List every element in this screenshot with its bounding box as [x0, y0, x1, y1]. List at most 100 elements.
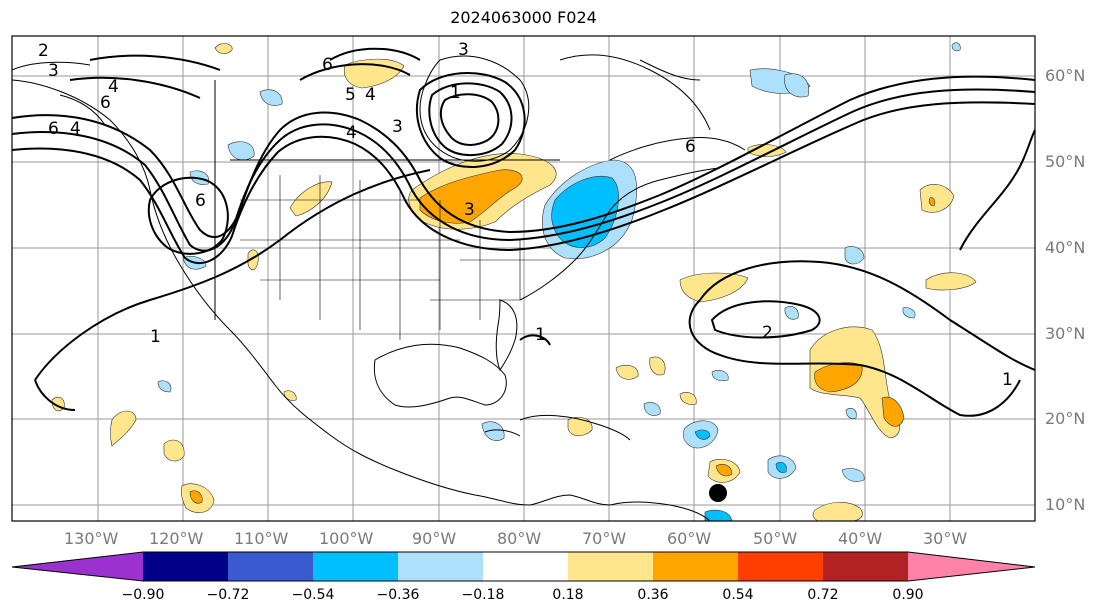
positive-anomaly-strong [928, 197, 936, 207]
lat-label: 30°N [1045, 324, 1086, 343]
coastlines [11, 54, 746, 522]
colorbar-tick: −0.90 [121, 587, 165, 603]
contour-label: 2 [38, 41, 49, 61]
positive-anomaly-light [163, 439, 185, 462]
storm-position-marker [709, 484, 727, 502]
negative-anomaly-light [711, 370, 729, 382]
figure-title: 2024063000 F024 [450, 8, 597, 27]
colorbar-segment [483, 552, 568, 581]
colorbar-segment [313, 552, 398, 581]
colorbar-segment [143, 552, 228, 581]
lon-label: 50°W [753, 529, 798, 548]
lon-label: 130°W [64, 529, 119, 548]
positive-anomaly-strong [189, 490, 203, 504]
lat-label: 50°N [1045, 152, 1086, 171]
lon-label: 80°W [497, 529, 542, 548]
contour-label: 6 [100, 93, 111, 113]
contour-label: 3 [464, 200, 475, 220]
colorbar-segment [823, 552, 908, 581]
lat-label: 10°N [1045, 495, 1086, 514]
map-frame [11, 35, 1036, 522]
colorbar-tick: 0.36 [637, 587, 669, 603]
negative-anomaly-strong [551, 175, 619, 248]
positive-anomaly-light [283, 390, 297, 401]
colorbar-tick: 0.18 [552, 587, 584, 603]
colorbar-segment [228, 552, 313, 581]
contour-label: 1 [150, 327, 161, 347]
contour-label: 4 [70, 119, 81, 139]
negative-anomaly-light [481, 421, 505, 441]
positive-anomaly-light [289, 181, 333, 217]
lon-label: 60°W [667, 529, 712, 548]
colorbar-tick: 0.90 [892, 587, 924, 603]
negative-anomaly-light [845, 408, 857, 419]
negative-anomaly-light [784, 306, 799, 320]
lon-label: 30°W [923, 529, 968, 548]
lat-label: 60°N [1045, 66, 1086, 85]
contour-label: 4 [365, 85, 376, 105]
contour-label: 4 [108, 77, 119, 97]
positive-anomaly-light [812, 501, 863, 522]
colorbar-tick: 0.72 [807, 587, 839, 603]
positive-anomaly-light [110, 410, 137, 447]
colorbar-extend-high [908, 552, 1035, 581]
positive-anomaly-light [679, 272, 749, 303]
negative-anomaly-light [951, 42, 961, 52]
colorbar-segment [738, 552, 823, 581]
negative-anomaly-strong [775, 462, 787, 473]
negative-anomaly-strong [694, 429, 711, 440]
contour-label: 3 [458, 40, 469, 60]
colorbar-segment [568, 552, 653, 581]
contour-label: 6 [195, 191, 206, 211]
positive-anomaly-light [925, 272, 977, 291]
negative-anomaly-light [902, 307, 916, 319]
positive-anomaly-light [247, 249, 259, 271]
lon-label: 90°W [412, 529, 457, 548]
contour-label: 3 [48, 61, 59, 81]
lat-label: 20°N [1045, 409, 1086, 428]
colorbar-extend-low [12, 552, 143, 581]
negative-anomaly-light [844, 246, 865, 265]
colorbar-segment [653, 552, 738, 581]
lon-label: 120°W [149, 529, 204, 548]
negative-anomaly-light [157, 380, 172, 393]
positive-anomaly-light [919, 184, 955, 213]
positive-anomaly-light [567, 417, 593, 437]
contour-label: 3 [392, 117, 403, 137]
contour-label: 6 [685, 137, 696, 157]
colorbar-tick: 0.54 [722, 587, 754, 603]
contour-labels: 2 3 4 6 6 4 6 6 5 4 3 4 1 3 3 6 1 1 2 1 [38, 40, 1013, 390]
colorbar [11, 551, 1036, 582]
lon-label: 40°W [838, 529, 883, 548]
colorbar-segment [398, 552, 483, 581]
lon-label: 70°W [582, 529, 627, 548]
colorbar-tick: −0.72 [206, 587, 250, 603]
negative-anomaly-light [784, 73, 810, 98]
negative-anomaly-light [259, 89, 283, 106]
positive-anomaly-light [649, 356, 666, 376]
positive-anomaly-strong [715, 464, 733, 477]
lon-label: 110°W [234, 529, 289, 548]
state-borders [240, 175, 560, 340]
contour-label: 2 [762, 323, 773, 343]
negative-anomaly-light [227, 141, 255, 161]
contour-lines [11, 47, 1036, 417]
contour-label: 1 [535, 325, 546, 345]
negative-anomaly-light [841, 468, 865, 482]
contour-label: 6 [322, 55, 333, 75]
contour-label: 1 [1002, 370, 1013, 390]
positive-anomaly-light [615, 364, 639, 380]
positive-anomaly-strong [881, 396, 905, 427]
positive-anomaly-light [214, 43, 233, 54]
negative-anomaly-light [643, 402, 661, 416]
colorbar-tick: −0.54 [291, 587, 335, 603]
contour-label: 4 [346, 123, 357, 143]
lat-label: 40°N [1045, 238, 1086, 257]
contour-label: 1 [450, 83, 461, 103]
contour-label: 6 [48, 119, 59, 139]
positive-anomaly-light [679, 392, 697, 405]
contour-label: 5 [345, 85, 356, 105]
colorbar-tick: −0.18 [461, 587, 505, 603]
colorbar-tick: −0.36 [376, 587, 420, 603]
